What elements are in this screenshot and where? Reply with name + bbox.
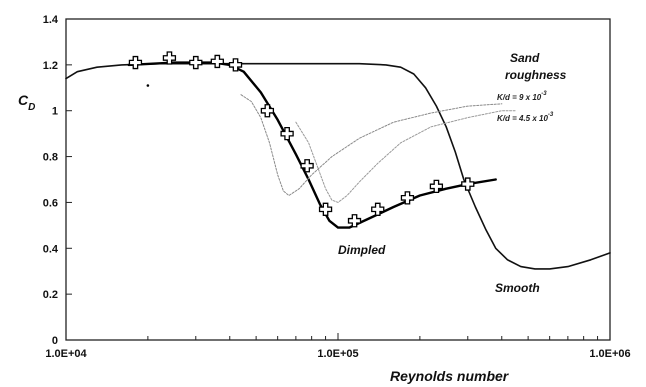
roughness-label-1: K/d = 9 x 10-3 (497, 91, 547, 102)
y-axis-ticks: 0 0.2 0.4 0.6 0.8 1 1.2 1.4 (43, 14, 72, 347)
roughness-label-2-exp: -3 (548, 112, 554, 118)
y-tick-label: 0.4 (43, 243, 59, 255)
data-marker (347, 214, 362, 228)
y-tick-label: 0.2 (43, 289, 58, 301)
y-tick-label: 0.8 (43, 152, 58, 164)
y-tick-label: 0.6 (43, 197, 58, 209)
roughness-label-1-exp: -3 (541, 91, 547, 97)
data-marker (228, 58, 243, 72)
y-tick-label: 1 (52, 106, 58, 118)
y-axis-title-sub: D (28, 102, 35, 113)
data-marker (162, 51, 177, 65)
marker-layer (128, 51, 475, 228)
dimpled-label: Dimpled (338, 243, 386, 257)
series-line-rough2 (295, 110, 517, 203)
y-tick-label: 1.4 (43, 14, 59, 26)
data-marker (128, 55, 143, 70)
data-marker (260, 104, 275, 118)
data-marker (300, 159, 314, 173)
series-line-rough1 (240, 94, 503, 196)
smooth-label: Smooth (495, 281, 540, 295)
sand-roughness-label-line1: Sand (510, 51, 540, 65)
data-marker (318, 202, 333, 216)
roughness-label-1-base: K/d = 9 x 10 (497, 93, 542, 102)
x-axis-title: Reynolds number (390, 368, 510, 384)
x-tick-label: 1.0E+04 (45, 348, 87, 360)
y-tick-label: 0 (52, 335, 58, 347)
roughness-label-2: K/d = 4.5 x 10-3 (497, 112, 554, 123)
data-marker (189, 55, 203, 70)
data-marker (461, 177, 475, 191)
data-marker (280, 126, 294, 141)
y-axis-title: CD (18, 92, 35, 113)
x-tick-label: 1.0E+05 (317, 348, 358, 360)
x-tick-label: 1.0E+06 (589, 348, 630, 360)
roughness-label-2-base: K/d = 4.5 x 10 (497, 114, 548, 123)
data-marker (371, 202, 385, 216)
data-marker (210, 54, 224, 69)
y-axis-title-main: C (18, 92, 29, 108)
plot-area (65, 18, 611, 341)
data-marker (400, 191, 415, 205)
data-marker (429, 179, 444, 194)
y-tick-label: 1.2 (43, 60, 58, 72)
x-axis-ticks: 1.0E+04 1.0E+05 1.0E+06 (45, 333, 631, 360)
stray-point (146, 84, 150, 87)
sand-roughness-label-line2: roughness (505, 68, 567, 82)
